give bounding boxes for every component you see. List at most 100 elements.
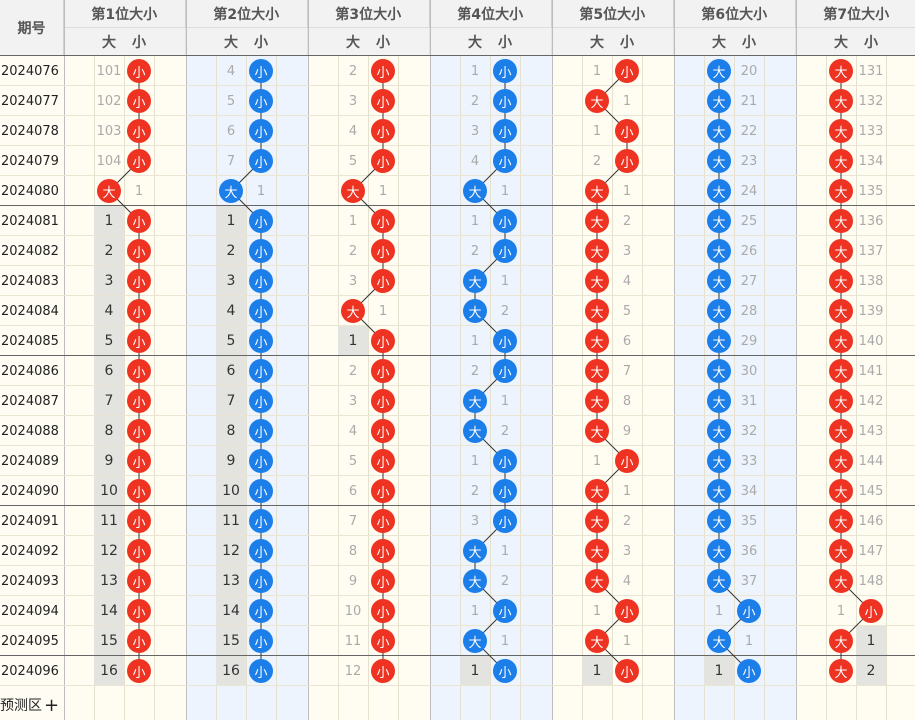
small-ball: 小 <box>249 449 273 473</box>
big-miss-count: 2 <box>348 63 358 79</box>
big-miss-count: 5 <box>104 333 114 349</box>
big-ball: 大 <box>463 569 487 593</box>
issue-number: 2024080 <box>1 183 59 199</box>
small-ball: 小 <box>249 539 273 563</box>
small-ball: 小 <box>493 149 517 173</box>
small-ball: 小 <box>249 209 273 233</box>
big-miss-count: 4 <box>226 303 236 319</box>
issue-number: 2024084 <box>1 303 59 319</box>
grid-line-vertical <box>826 56 827 720</box>
miss-streak-shade <box>94 536 124 565</box>
big-ball: 大 <box>829 239 853 263</box>
big-ball: 大 <box>585 509 609 533</box>
sub-header-small: 小 <box>368 28 398 56</box>
big-miss-count: 6 <box>104 363 114 379</box>
small-ball: 小 <box>127 269 151 293</box>
small-miss-count: 31 <box>740 393 758 409</box>
big-miss-count: 1 <box>470 453 480 469</box>
big-miss-count: 1 <box>592 603 602 619</box>
big-miss-count: 5 <box>348 453 358 469</box>
issue-number: 2024079 <box>1 153 59 169</box>
big-ball: 大 <box>707 89 731 113</box>
small-ball: 小 <box>249 629 273 653</box>
small-ball: 小 <box>371 329 395 353</box>
small-ball: 小 <box>493 329 517 353</box>
miss-streak-shade <box>94 566 124 595</box>
big-ball: 大 <box>829 419 853 443</box>
big-ball: 大 <box>707 629 731 653</box>
small-miss-count: 35 <box>740 513 758 529</box>
big-miss-count: 102 <box>96 93 122 109</box>
small-miss-count: 142 <box>858 393 884 409</box>
issue-divider <box>64 0 65 720</box>
issue-number: 2024087 <box>1 393 59 409</box>
small-miss-count: 9 <box>622 423 632 439</box>
miss-streak-shade <box>216 266 246 295</box>
big-miss-count: 13 <box>222 573 240 589</box>
miss-streak-shade <box>94 266 124 295</box>
big-ball: 大 <box>829 119 853 143</box>
big-ball: 大 <box>585 329 609 353</box>
big-miss-count: 2 <box>592 153 602 169</box>
small-miss-count: 29 <box>740 333 758 349</box>
small-ball: 小 <box>127 59 151 83</box>
small-ball: 小 <box>371 149 395 173</box>
small-miss-count: 4 <box>622 273 632 289</box>
miss-streak-shade <box>216 506 246 535</box>
small-ball: 小 <box>493 209 517 233</box>
position-header-5: 第5位大小 <box>552 0 674 28</box>
small-ball: 小 <box>493 59 517 83</box>
small-ball: 小 <box>371 269 395 293</box>
position-header-7: 第7位大小 <box>796 0 915 28</box>
small-ball: 小 <box>371 629 395 653</box>
small-ball: 小 <box>371 59 395 83</box>
big-miss-count: 3 <box>348 393 358 409</box>
small-ball: 小 <box>737 659 761 683</box>
big-ball: 大 <box>829 539 853 563</box>
grid-line-vertical <box>276 56 277 720</box>
big-miss-count: 7 <box>348 513 358 529</box>
predict-label[interactable]: 预测区 <box>0 698 42 714</box>
small-ball: 小 <box>127 89 151 113</box>
big-ball: 大 <box>707 479 731 503</box>
grid-line-vertical <box>154 56 155 720</box>
grid-line-horizontal <box>0 175 915 176</box>
small-ball: 小 <box>249 59 273 83</box>
grid-line-horizontal <box>0 85 915 86</box>
miss-streak-shade <box>216 356 246 385</box>
grid-line-horizontal <box>0 505 915 506</box>
small-ball: 小 <box>127 569 151 593</box>
miss-streak-shade <box>216 656 246 685</box>
big-miss-count: 12 <box>344 663 362 679</box>
small-miss-count: 141 <box>858 363 884 379</box>
small-miss-count: 26 <box>740 243 758 259</box>
miss-streak-shade <box>94 236 124 265</box>
issue-number: 2024085 <box>1 333 59 349</box>
big-miss-count: 14 <box>100 603 118 619</box>
big-miss-count: 1 <box>470 663 480 679</box>
grid-line-vertical <box>856 56 857 720</box>
sub-header-big: 大 <box>216 28 246 56</box>
big-miss-count: 4 <box>226 63 236 79</box>
big-ball: 大 <box>707 539 731 563</box>
miss-streak-shade <box>216 596 246 625</box>
big-ball: 大 <box>585 269 609 293</box>
miss-streak-shade <box>216 386 246 415</box>
grid-line-vertical <box>704 56 705 720</box>
small-ball: 小 <box>127 329 151 353</box>
small-ball: 小 <box>249 329 273 353</box>
small-ball: 小 <box>127 539 151 563</box>
small-ball: 小 <box>371 119 395 143</box>
grid-line-horizontal <box>0 145 915 146</box>
position-header-4: 第4位大小 <box>430 0 552 28</box>
big-miss-count: 6 <box>226 363 236 379</box>
plus-icon[interactable]: + <box>44 694 60 716</box>
issue-column-header: 期号 <box>0 0 64 56</box>
issue-number: 2024089 <box>1 453 59 469</box>
sub-header-small: 小 <box>734 28 764 56</box>
big-ball: 大 <box>829 179 853 203</box>
grid-line-horizontal <box>0 475 915 476</box>
big-ball: 大 <box>707 119 731 143</box>
miss-streak-shade <box>216 446 246 475</box>
predict-area[interactable]: 预测区 + <box>0 690 59 720</box>
